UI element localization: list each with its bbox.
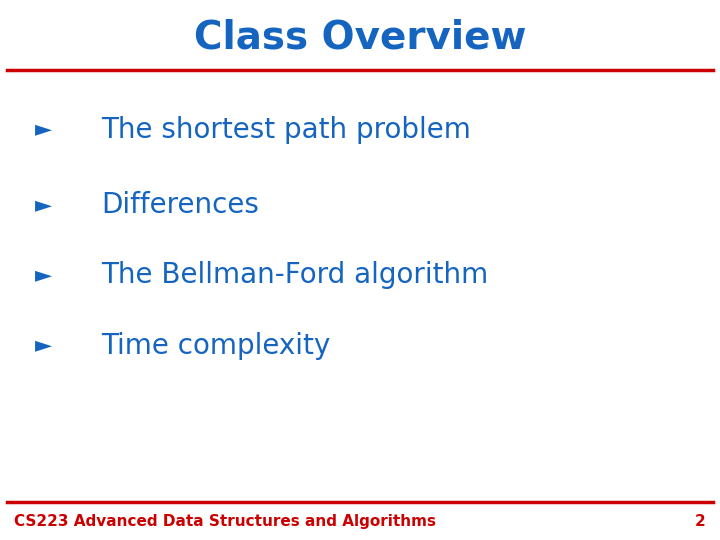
Text: CS223 Advanced Data Structures and Algorithms: CS223 Advanced Data Structures and Algor… (14, 514, 436, 529)
Text: Time complexity: Time complexity (101, 332, 330, 360)
Text: Class Overview: Class Overview (194, 19, 526, 57)
Text: 2: 2 (695, 514, 706, 529)
Text: ►: ► (35, 265, 52, 286)
Text: The Bellman-Ford algorithm: The Bellman-Ford algorithm (101, 261, 488, 289)
Text: ►: ► (35, 335, 52, 356)
Text: Differences: Differences (101, 191, 258, 219)
Text: ►: ► (35, 195, 52, 215)
Text: The shortest path problem: The shortest path problem (101, 116, 471, 144)
Text: ►: ► (35, 119, 52, 140)
